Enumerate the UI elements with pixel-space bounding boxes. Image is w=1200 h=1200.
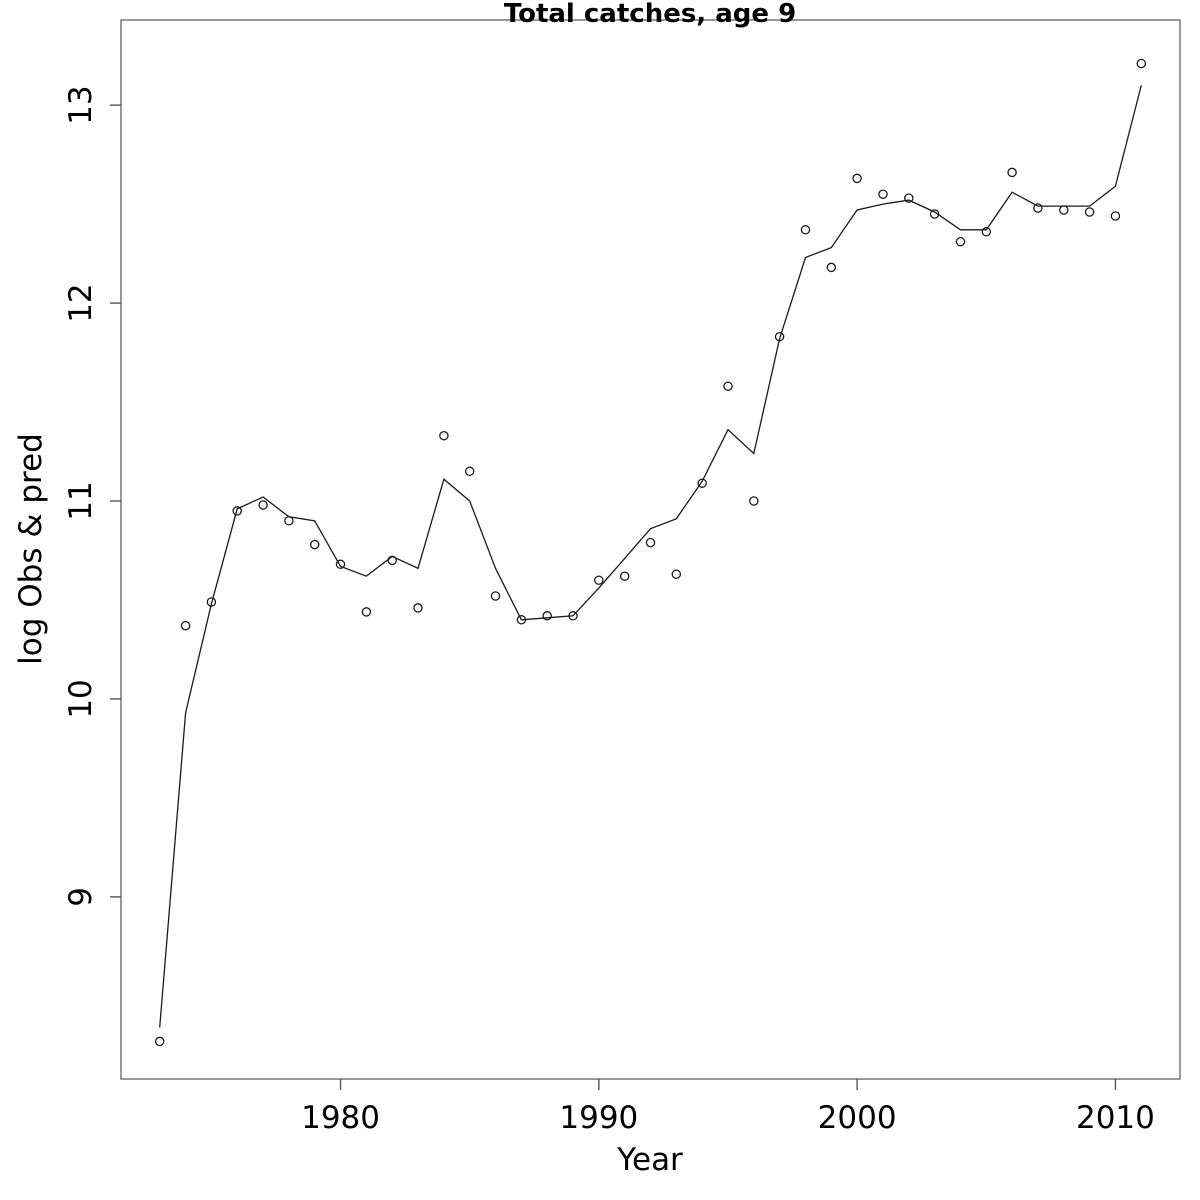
observation-point (542, 611, 552, 621)
x-tick-label: 2010 (1076, 1100, 1155, 1136)
observation-point (490, 591, 501, 601)
observation-point (180, 620, 191, 631)
x-axis-ticks: 1980 1990 2000 2010 (301, 1079, 1155, 1136)
y-tick-label: 13 (63, 85, 99, 124)
observation-point (929, 209, 940, 219)
observation-point (1059, 205, 1069, 215)
prediction-line (159, 85, 1142, 1028)
y-tick-label: 10 (63, 679, 99, 718)
observation-point (774, 331, 785, 342)
x-tick-label: 1990 (559, 1100, 638, 1136)
observation-point (749, 496, 759, 506)
observation-point (619, 571, 630, 581)
y-tick-label: 12 (63, 283, 99, 322)
x-tick-label: 1980 (301, 1100, 380, 1136)
y-axis-ticks: 9 10 11 12 13 (63, 85, 121, 907)
observation-point (1007, 167, 1017, 178)
observation-point (955, 236, 966, 247)
observation-point (1084, 207, 1095, 217)
observation-point (878, 189, 888, 199)
chart-title: Total catches, age 9 (504, 0, 796, 29)
observation-point (258, 500, 268, 510)
x-tick-label: 2000 (818, 1100, 897, 1136)
y-tick-label: 9 (63, 887, 99, 907)
y-axis-label: log Obs & pred (13, 433, 49, 665)
observation-point (852, 173, 862, 184)
observation-point (284, 516, 294, 526)
observation-point (645, 537, 656, 548)
observation-point (439, 430, 449, 441)
x-axis-label: Year (616, 1142, 683, 1178)
observation-point (464, 466, 475, 477)
observation-point (1110, 211, 1121, 221)
observation-point (413, 603, 423, 613)
observation-point (206, 597, 217, 607)
observation-point (154, 1036, 165, 1047)
observation-point (697, 478, 707, 488)
observation-point (1136, 58, 1147, 69)
observation-point (723, 381, 733, 391)
observation-point (671, 569, 682, 579)
observation-point (568, 611, 578, 621)
observation-point (594, 575, 604, 585)
observation-point (232, 506, 242, 516)
observation-point (361, 607, 372, 617)
observation-point (981, 227, 992, 237)
observation-point (309, 539, 320, 550)
observation-point (800, 225, 811, 235)
observation-points-layer (154, 58, 1147, 1047)
observation-point (904, 193, 914, 203)
observation-point (516, 615, 527, 625)
observation-point (1033, 203, 1043, 213)
plot-box (120, 19, 1181, 1080)
observation-point (335, 559, 346, 570)
observation-point (387, 555, 397, 566)
prediction-line-layer (159, 85, 1142, 1028)
observation-point (826, 262, 837, 273)
y-tick-label: 11 (63, 481, 99, 520)
